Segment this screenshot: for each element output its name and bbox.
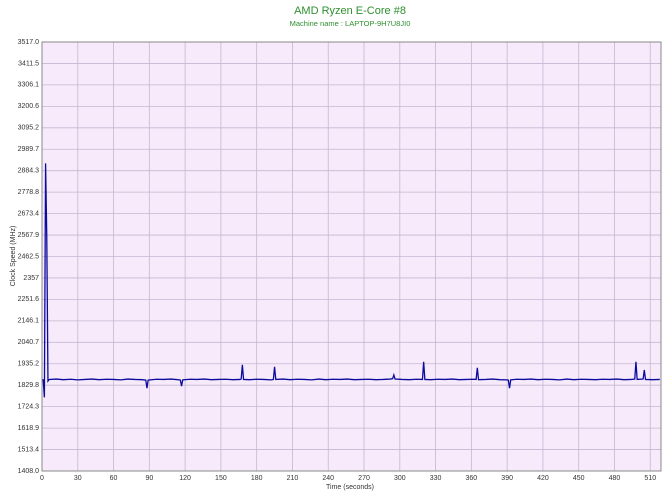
y-tick-label: 2778.8	[18, 189, 40, 196]
x-tick-label: 420	[537, 475, 549, 482]
y-tick-label: 1724.3	[18, 404, 40, 411]
x-axis-label: Time (seconds)	[326, 484, 374, 491]
y-tick-label: 1829.8	[18, 382, 40, 389]
chart-title: AMD Ryzen E-Core #8	[294, 5, 406, 17]
y-tick-label: 2989.7	[18, 146, 40, 153]
y-tick-label: 2884.3	[18, 168, 40, 175]
x-tick-label: 120	[179, 475, 191, 482]
y-axis-label: Clock Speed (MHz)	[10, 226, 17, 287]
y-tick-label: 3517.0	[18, 39, 40, 46]
x-tick-label: 300	[394, 475, 406, 482]
x-tick-label: 240	[322, 475, 334, 482]
x-tick-label: 450	[573, 475, 585, 482]
y-tick-label: 1408.0	[18, 468, 40, 475]
y-tick-label: 2673.4	[18, 210, 40, 217]
y-tick-label: 1618.9	[18, 425, 40, 432]
x-tick-label: 180	[251, 475, 263, 482]
y-tick-label: 2567.9	[18, 232, 40, 239]
chart-subtitle: Machine name : LAPTOP-9H7U8JI0	[290, 19, 411, 28]
x-tick-label: 90	[145, 475, 153, 482]
x-tick-label: 0	[40, 475, 44, 482]
y-tick-label: 3200.6	[18, 103, 40, 110]
x-tick-label: 330	[430, 475, 442, 482]
x-tick-label: 150	[215, 475, 227, 482]
x-tick-label: 360	[466, 475, 478, 482]
y-tick-label: 3095.2	[18, 125, 40, 132]
x-tick-label: 390	[501, 475, 513, 482]
y-tick-label: 1513.4	[18, 446, 40, 453]
y-tick-label: 1935.2	[18, 361, 40, 368]
x-tick-label: 60	[110, 475, 118, 482]
y-tick-label: 2251.6	[18, 296, 40, 303]
x-tick-label: 270	[358, 475, 370, 482]
data-line	[41, 163, 660, 398]
y-tick-label: 2357	[23, 275, 39, 282]
y-tick-label: 3306.1	[18, 82, 40, 89]
x-tick-label: 30	[74, 475, 82, 482]
x-tick-label: 510	[644, 475, 656, 482]
y-tick-label: 2462.5	[18, 253, 40, 260]
x-tick-label: 480	[609, 475, 621, 482]
y-tick-label: 2040.7	[18, 339, 40, 346]
x-tick-label: 210	[287, 475, 299, 482]
plot-border	[41, 41, 662, 472]
y-tick-label: 3411.5	[18, 60, 39, 67]
y-tick-label: 2146.1	[18, 318, 40, 325]
